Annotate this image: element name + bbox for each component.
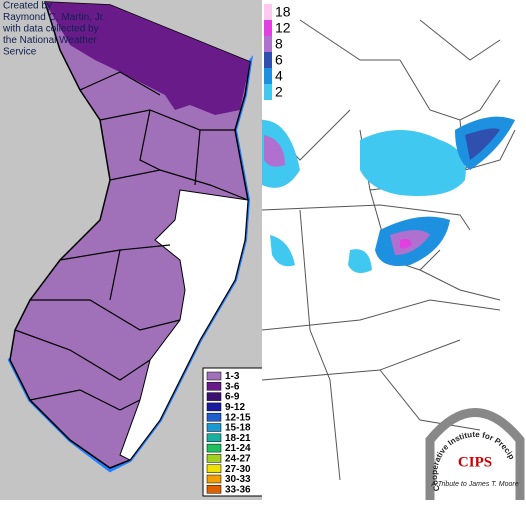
legend-swatch	[206, 392, 222, 401]
legend-swatch	[206, 443, 222, 453]
legend-label: 30-33	[225, 474, 251, 485]
snowfall-areas	[262, 116, 515, 274]
legend-label: 15-18	[225, 423, 251, 434]
legend-swatch	[206, 485, 222, 494]
legend-label: 33-36	[225, 484, 251, 495]
legend-label: 21-24	[225, 443, 251, 454]
legend-label: 4	[275, 68, 283, 84]
credit-line: with data collected by	[2, 24, 99, 35]
legend-label: 6-9	[225, 392, 240, 403]
legend-swatch	[206, 382, 222, 391]
legend-swatch	[206, 412, 222, 422]
legend-label: 6	[275, 52, 283, 68]
state-borders	[261, 19, 516, 481]
credit-line: Created by	[3, 1, 52, 12]
legend-swatch	[264, 36, 272, 52]
legend-swatch	[264, 68, 272, 84]
logo-tribute: A Tribute to James T. Moore	[430, 481, 518, 488]
legend-label: 18	[275, 4, 291, 20]
credit-line: the National Weather	[3, 35, 97, 46]
county-lines	[14, 71, 249, 411]
legend-swatch	[206, 474, 222, 484]
legend-label: 18-21	[225, 433, 251, 444]
left-legend: 1-33-66-99-1212-1515-1818-2121-2424-2727…	[206, 371, 251, 495]
legend-label: 27-30	[225, 464, 251, 475]
legend-label: 8	[275, 36, 283, 52]
legend-swatch	[206, 433, 222, 443]
legend-swatch	[264, 4, 272, 20]
legend-label: 2	[275, 84, 283, 100]
legend-swatch	[206, 371, 222, 381]
legend-label: 1-3	[225, 371, 240, 382]
legend-label: 12-15	[225, 412, 251, 423]
credit-line: Service	[3, 47, 37, 58]
legend-swatch	[264, 20, 272, 36]
heavy-snow-region	[45, 2, 250, 115]
legend-swatch	[206, 464, 222, 473]
no-snow-region	[119, 189, 249, 461]
legend-swatch	[206, 454, 222, 463]
logo-name: CIPS	[458, 454, 492, 470]
credit-line: Raymond C. Martin, Jr.	[3, 12, 105, 23]
legend-label: 24-27	[225, 454, 251, 465]
legend-swatch	[206, 423, 222, 432]
legend-label: 12	[275, 20, 291, 36]
legend-swatch	[264, 84, 272, 100]
legend-swatch	[206, 402, 222, 412]
legend-swatch	[264, 52, 272, 68]
legend-label: 3-6	[225, 381, 240, 392]
legend-label: 9-12	[225, 402, 245, 413]
